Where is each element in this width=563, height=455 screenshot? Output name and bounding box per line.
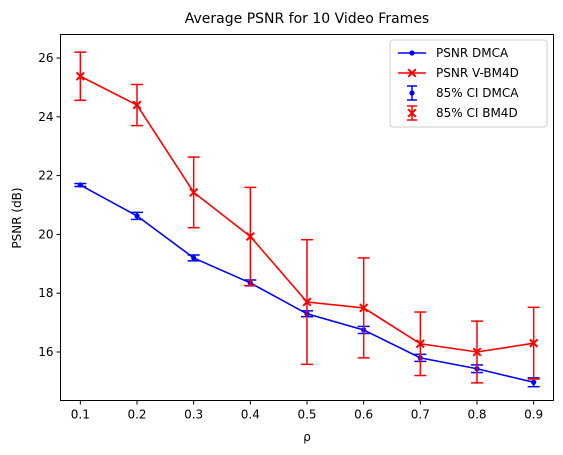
x-tick-label: 0.5	[297, 408, 316, 422]
data-point-bm4d	[132, 100, 142, 110]
data-point-bm4d	[415, 339, 425, 349]
x-tick-label: 0.1	[71, 408, 90, 422]
data-point-dmca	[191, 255, 197, 261]
plot-area	[74, 51, 540, 388]
legend-marker-bm4d-stroke-b	[407, 68, 417, 78]
data-point-bm4d	[189, 187, 199, 197]
data-point-bm4d-stroke-b	[189, 187, 199, 197]
x-tick-label: 0.4	[241, 408, 260, 422]
legend-marker-dmca	[409, 90, 415, 96]
data-point-bm4d-stroke-b	[302, 297, 312, 307]
data-point-bm4d	[359, 303, 369, 313]
data-point-bm4d-stroke-b	[75, 71, 85, 81]
x-axis-label: ρ	[303, 430, 311, 444]
x-tick-label: 0.6	[354, 408, 373, 422]
legend-marker-bm4d-stroke-b	[407, 108, 417, 118]
data-point-bm4d-stroke-b	[415, 339, 425, 349]
data-point-bm4d	[302, 297, 312, 307]
chart-title: Average PSNR for 10 Video Frames	[185, 11, 429, 27]
legend-marker-bm4d	[407, 108, 417, 118]
x-axis: 0.1 0.2 0.3 0.4 0.5 0.6 0.7 0.8 0.9	[71, 400, 543, 422]
y-tick-label: 24	[38, 110, 53, 124]
x-tick-label: 0.8	[467, 408, 486, 422]
y-tick-label: 16	[38, 345, 53, 359]
legend-label: 85% CI DMCA	[436, 86, 519, 100]
x-tick-label: 0.2	[127, 408, 146, 422]
data-point-bm4d-stroke-b	[132, 100, 142, 110]
legend: PSNR DMCA PSNR V-BM4D 85% CI DMCA 85% CI BM…	[389, 39, 548, 128]
data-point-bm4d	[529, 338, 539, 348]
x-tick-label: 0.9	[524, 408, 543, 422]
data-point-bm4d-stroke-b	[529, 338, 539, 348]
data-point-dmca	[77, 182, 83, 188]
data-point-bm4d	[75, 71, 85, 81]
legend-entry: PSNR DMCA	[398, 46, 509, 60]
data-point-bm4d	[245, 231, 255, 241]
y-tick-label: 20	[38, 227, 53, 241]
data-point-bm4d	[472, 347, 482, 357]
data-point-bm4d-stroke-b	[245, 231, 255, 241]
legend-marker-dmca	[409, 50, 415, 56]
legend-box	[389, 39, 548, 128]
y-axis: 16 18 20 22 24 26	[38, 51, 61, 359]
y-tick-label: 18	[38, 286, 53, 300]
series-bm4d	[74, 51, 540, 384]
data-point-bm4d-stroke-b	[472, 347, 482, 357]
legend-label: PSNR DMCA	[436, 46, 509, 60]
legend-entry: PSNR V-BM4D	[398, 66, 519, 80]
y-tick-label: 22	[38, 169, 53, 183]
x-tick-label: 0.3	[184, 408, 203, 422]
legend-entry: 85% CI BM4D	[407, 105, 518, 121]
legend-marker-bm4d	[407, 68, 417, 78]
x-tick-label: 0.7	[411, 408, 430, 422]
legend-entry: 85% CI DMCA	[407, 85, 519, 101]
legend-label: PSNR V-BM4D	[436, 66, 519, 80]
legend-label: 85% CI BM4D	[436, 106, 518, 120]
data-point-dmca	[134, 213, 140, 219]
y-axis-label: PSNR (dB)	[10, 187, 24, 248]
y-tick-label: 26	[38, 51, 53, 65]
data-point-bm4d-stroke-b	[359, 303, 369, 313]
data-point-dmca	[531, 379, 537, 385]
